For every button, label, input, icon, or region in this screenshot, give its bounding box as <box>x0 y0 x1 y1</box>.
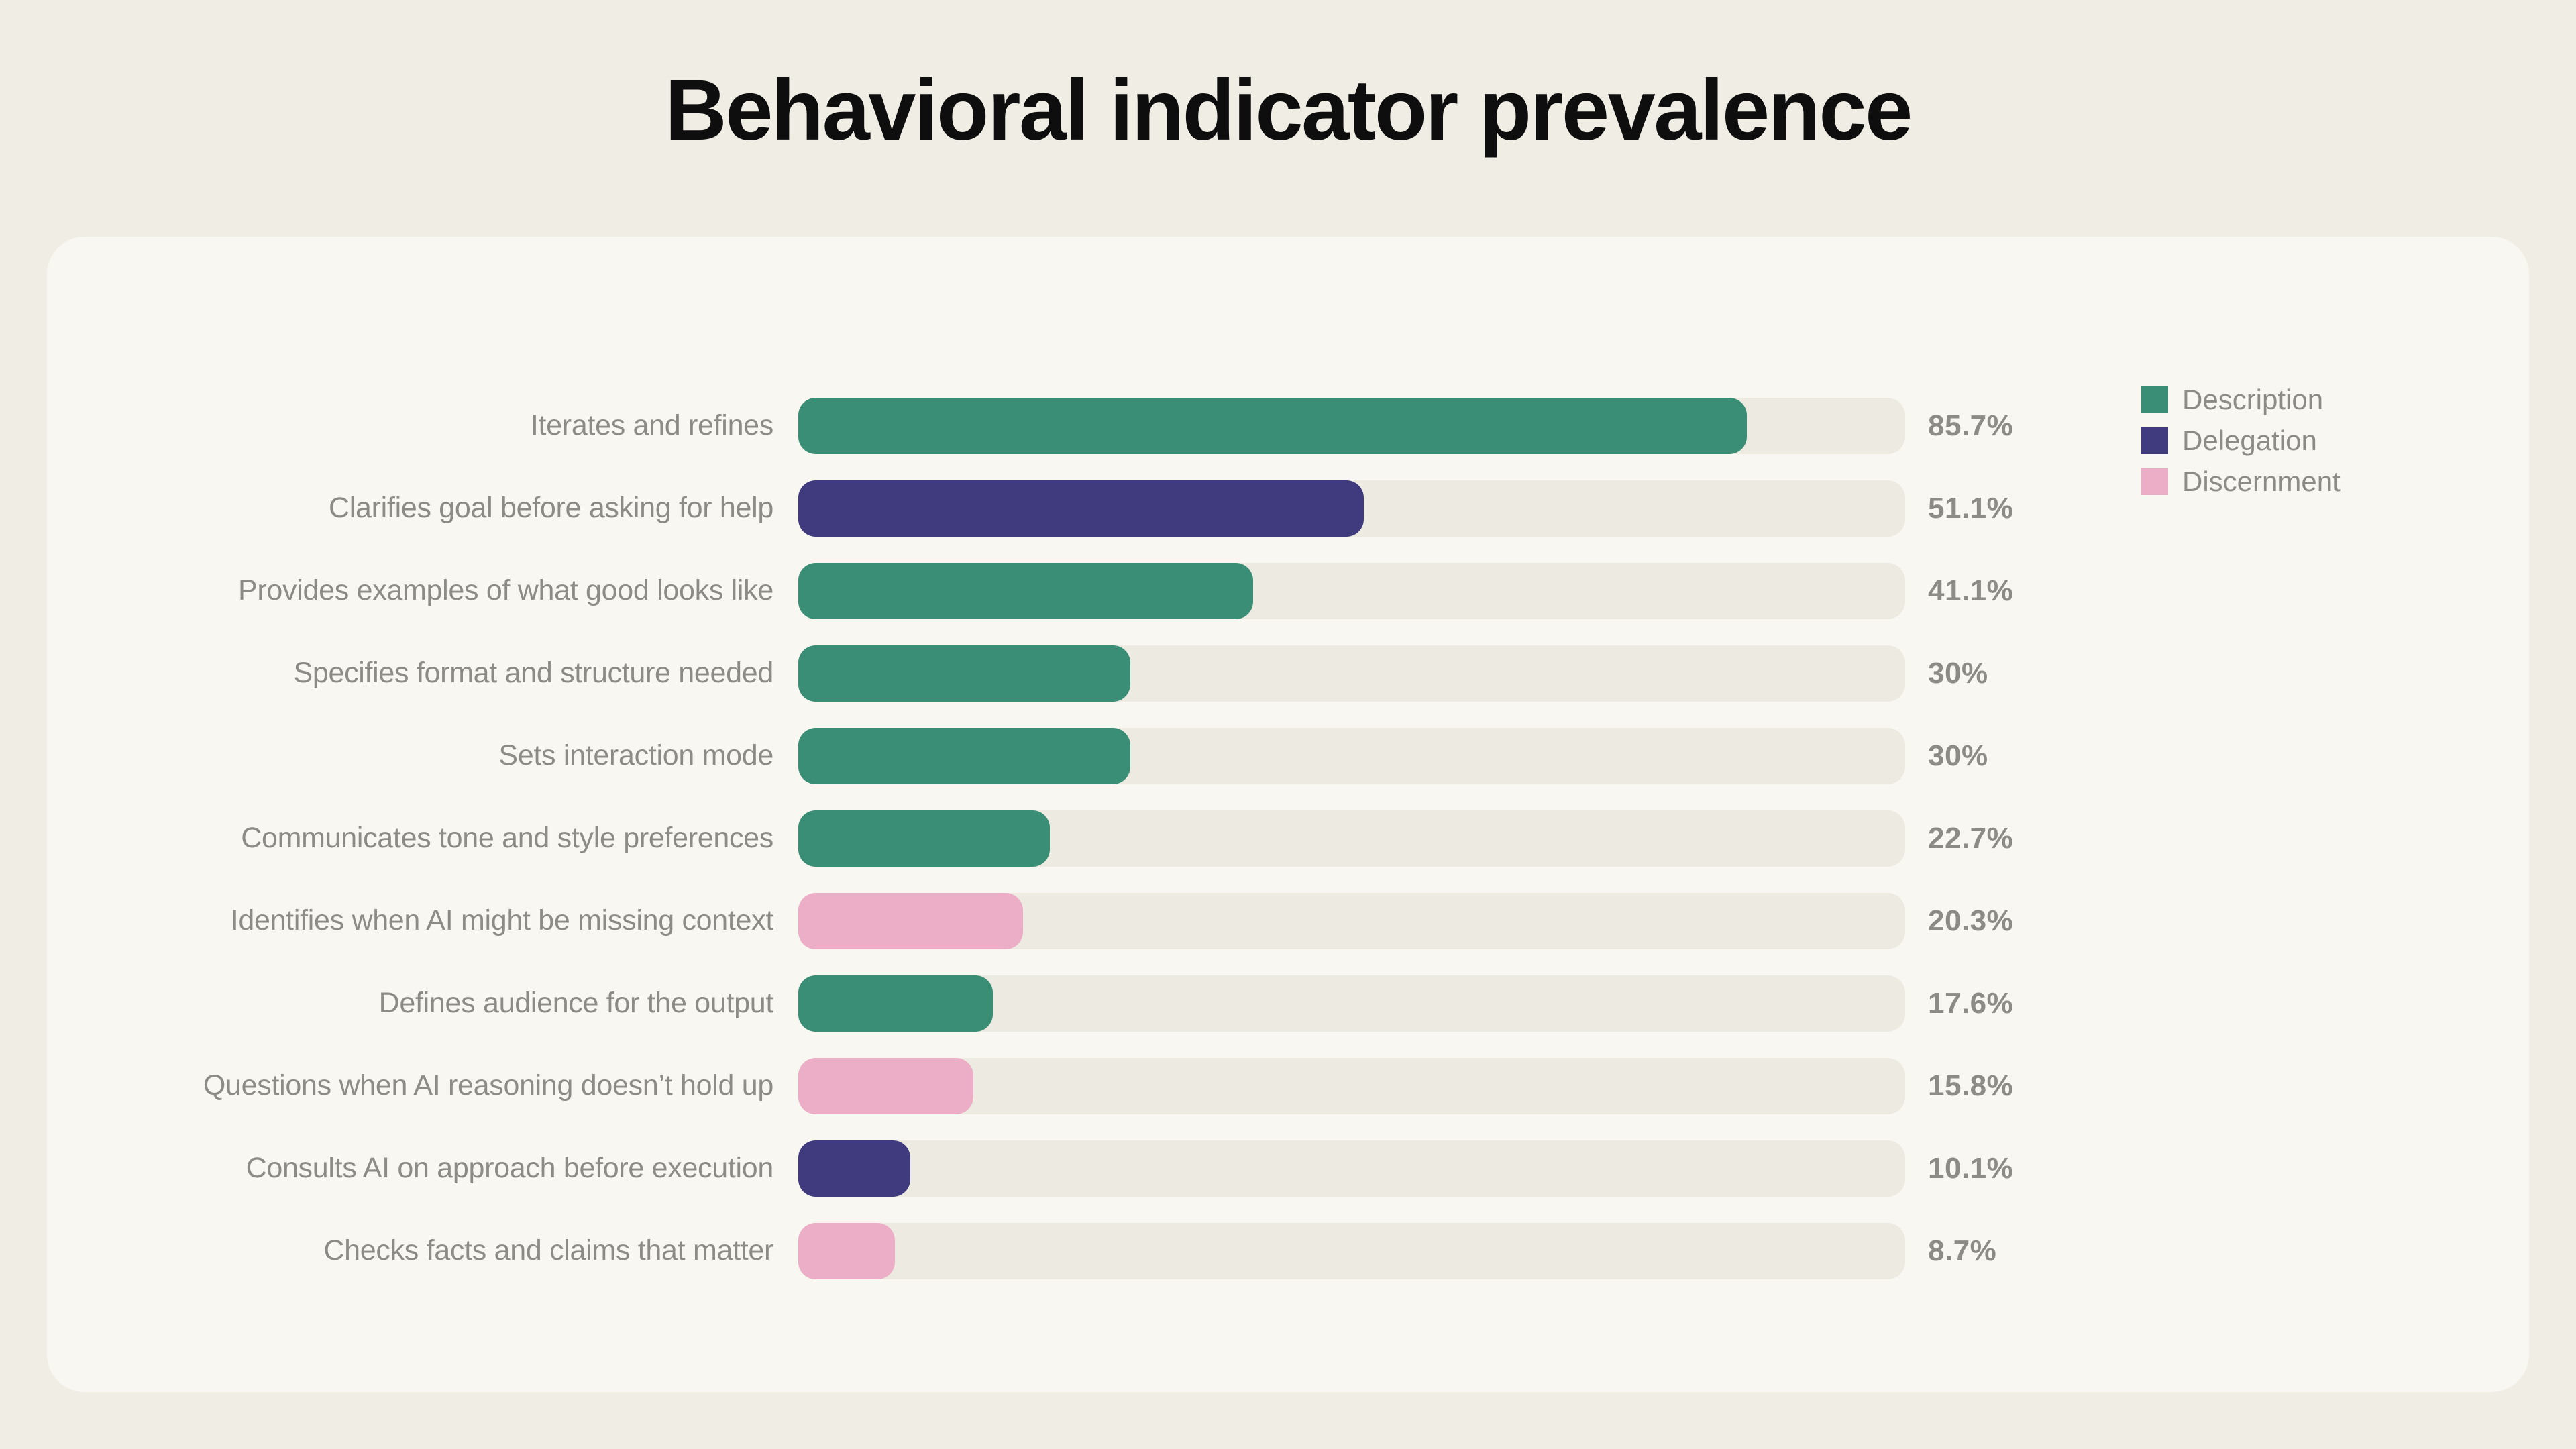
category-label: Consults AI on approach before execution <box>246 1151 774 1184</box>
category-label: Provides examples of what good looks lik… <box>238 574 773 606</box>
category-label: Identifies when AI might be missing cont… <box>230 904 774 936</box>
value-label: 41.1% <box>1928 574 2014 607</box>
bar-track <box>798 562 1905 619</box>
chart-row: Questions when AI reasoning doesn’t hold… <box>47 1044 2529 1127</box>
bar <box>798 562 1254 619</box>
bar-track <box>798 975 1905 1032</box>
bar <box>798 975 994 1032</box>
chart-row: Checks facts and claims that matter 8.7% <box>47 1210 2529 1292</box>
bar-track <box>798 480 1905 537</box>
value-label: 85.7% <box>1928 409 2014 442</box>
chart-row: Iterates and refines 85.7% <box>47 384 2529 467</box>
bar <box>798 1222 895 1279</box>
bar-chart: Iterates and refines 85.7% Clarifies goa… <box>47 384 2529 1292</box>
legend-label: Delegation <box>2182 425 2317 456</box>
chart-row: Communicates tone and style preferences … <box>47 797 2529 879</box>
category-label: Questions when AI reasoning doesn’t hold… <box>203 1069 773 1102</box>
bar <box>798 810 1050 867</box>
category-label: Clarifies goal before asking for help <box>329 491 773 524</box>
bar <box>798 727 1130 784</box>
value-label: 51.1% <box>1928 491 2014 525</box>
chart-row: Consults AI on approach before execution… <box>47 1127 2529 1210</box>
bar <box>798 645 1130 702</box>
category-label: Communicates tone and style preferences <box>241 821 773 854</box>
bar-track <box>798 645 1905 702</box>
category-label: Sets interaction mode <box>498 739 773 771</box>
bar <box>798 892 1023 949</box>
value-label: 30% <box>1928 656 1988 690</box>
bar-track <box>798 1140 1905 1197</box>
value-label: 10.1% <box>1928 1151 2014 1185</box>
bar <box>798 1057 973 1114</box>
bar-track <box>798 397 1905 454</box>
bar-track <box>798 1057 1905 1114</box>
chart-row: Clarifies goal before asking for help 51… <box>47 467 2529 549</box>
bar-track <box>798 727 1905 784</box>
legend-item: Discernment <box>2141 468 2341 496</box>
legend-label: Description <box>2182 384 2324 415</box>
chart-row: Defines audience for the output 17.6% <box>47 962 2529 1044</box>
legend-item: Description <box>2141 386 2341 414</box>
legend-swatch-icon <box>2141 468 2168 495</box>
value-label: 30% <box>1928 739 1988 772</box>
value-label: 22.7% <box>1928 821 2014 855</box>
legend-swatch-icon <box>2141 386 2168 413</box>
category-label: Checks facts and claims that matter <box>323 1234 773 1267</box>
chart-row: Identifies when AI might be missing cont… <box>47 879 2529 962</box>
chart-card: Iterates and refines 85.7% Clarifies goa… <box>47 237 2529 1392</box>
bar <box>798 1140 910 1197</box>
chart-legend: Description Delegation Discernment <box>2141 386 2341 508</box>
bar-track <box>798 810 1905 867</box>
bar-track <box>798 892 1905 949</box>
legend-label: Discernment <box>2182 466 2341 497</box>
value-label: 8.7% <box>1928 1234 1997 1267</box>
value-label: 15.8% <box>1928 1069 2014 1102</box>
legend-item: Delegation <box>2141 427 2341 455</box>
legend-swatch-icon <box>2141 427 2168 454</box>
category-label: Iterates and refines <box>530 409 773 441</box>
bar <box>798 397 1748 454</box>
value-label: 17.6% <box>1928 986 2014 1020</box>
chart-row: Specifies format and structure needed 30… <box>47 632 2529 714</box>
bar-track <box>798 1222 1905 1279</box>
page-title: Behavioral indicator prevalence <box>665 62 1913 158</box>
category-label: Specifies format and structure needed <box>293 656 773 689</box>
category-label: Defines audience for the output <box>378 986 774 1019</box>
chart-row: Sets interaction mode 30% <box>47 714 2529 797</box>
chart-row: Provides examples of what good looks lik… <box>47 549 2529 632</box>
value-label: 20.3% <box>1928 904 2014 937</box>
bar <box>798 480 1364 537</box>
